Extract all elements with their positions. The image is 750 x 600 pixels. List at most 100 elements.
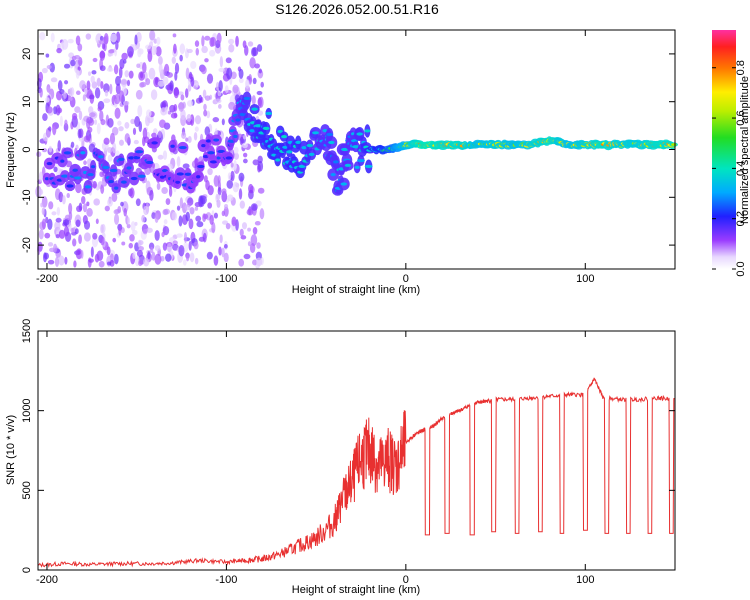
spectrogram-noise-cell [174, 62, 180, 74]
spectrogram-noise-cell [190, 76, 195, 87]
spectrogram-noise-cell [118, 224, 122, 236]
spectrogram-noise-cell [222, 220, 229, 225]
spectrogram-noise-cell [221, 118, 225, 126]
spectrogram-noise-cell [48, 145, 53, 153]
spectrogram-noise-cell [174, 71, 178, 81]
spectrogram-noise-cell [241, 222, 248, 230]
colorbar: 0.0 0.2 0.4 0.6 0.8 Normalized spectral ampl… [712, 30, 750, 277]
spectrogram-noise-cell [243, 253, 251, 260]
spectrogram-noise-cell [126, 217, 130, 225]
spectrogram-noise-cell [135, 89, 143, 100]
spectrogram-noise-cell [74, 55, 81, 60]
spectrogram-noise-cell [188, 240, 192, 251]
spectrogram-noise-cell [213, 175, 219, 187]
spectrogram-noise-cell [233, 146, 239, 154]
spectrogram-ridge-cell [306, 143, 313, 148]
spectrogram-noise-cell [185, 254, 190, 262]
snr-marks [37, 377, 675, 568]
spectrogram-ridge-cell [46, 161, 53, 166]
spectrogram-noise-cell [203, 175, 208, 183]
spectrogram-noise-cell [96, 77, 101, 87]
spectrogram-ytick-label: -20 [21, 237, 33, 253]
spectrogram-noise-cell [249, 57, 256, 69]
spectrogram-noise-cell [145, 109, 152, 118]
spectrogram-noise-cell [100, 236, 105, 246]
spectrogram-noise-cell [209, 49, 216, 57]
spectrogram-noise-cell [53, 243, 58, 253]
spectrogram-noise-cell [99, 171, 105, 178]
spectrogram-noise-cell [97, 106, 102, 112]
spectrogram-noise-cell [239, 200, 246, 209]
spectrogram-noise-cell [100, 80, 104, 89]
spectrogram-noise-cell [213, 212, 219, 219]
spectrogram-noise-cell [106, 67, 114, 72]
spectrogram-ridge-cell [84, 185, 92, 189]
spectrogram-noise-cell [158, 56, 163, 66]
spectrogram-noise-cell [128, 242, 133, 249]
spectrogram-noise-cell [183, 231, 188, 244]
spectrogram-noise-cell [181, 131, 187, 139]
spectrogram-noise-cell [133, 139, 139, 145]
spectrogram-noise-cell [211, 221, 216, 234]
spectrogram-noise-cell [81, 195, 86, 205]
snr-xtick-label: -100 [215, 574, 237, 586]
spectrogram-noise-cell [64, 256, 68, 265]
spectrogram-noise-cell [40, 202, 44, 208]
spectrogram-noise-cell [123, 207, 128, 217]
spectrogram-noise-cell [63, 226, 70, 237]
spectrogram-noise-cell [68, 202, 73, 214]
spectrogram-noise-cell [178, 244, 185, 257]
spectrogram-noise-cell [74, 106, 81, 113]
spectrogram-ridge-cell [109, 168, 118, 173]
spectrogram-noise-cell [48, 201, 54, 210]
spectrogram-noise-cell [132, 127, 137, 136]
spectrogram-ridge-cell [341, 147, 349, 152]
spectrogram-noise-cell [153, 38, 158, 44]
spectrogram-noise-cell [49, 62, 55, 73]
spectrogram-noise-cell [195, 47, 199, 56]
spectrogram-noise-cell [138, 240, 144, 246]
spectrogram-noise-cell [92, 183, 97, 189]
spectrogram-noise-cell [239, 228, 244, 237]
spectrogram-noise-cell [224, 85, 229, 94]
spectrogram-noise-cell [107, 154, 113, 162]
spectrogram-noise-cell [239, 136, 244, 146]
colorbar-ticks: 0.0 0.2 0.4 0.6 0.8 [712, 60, 747, 277]
spectrogram-noise-cell [130, 221, 136, 232]
spectrogram-noise-cell [75, 35, 81, 46]
spectrogram-noise-cell [238, 77, 244, 84]
spectrogram-noise-cell [157, 130, 162, 139]
spectrogram-noise-cell [169, 80, 174, 92]
spectrogram-noise-cell [226, 194, 234, 202]
spectrogram-noise-cell [118, 126, 124, 132]
spectrogram-noise-cell [162, 209, 169, 216]
spectrogram-noise-cell [98, 260, 105, 268]
spectrogram-noise-cell [257, 97, 262, 109]
spectrogram-ridge-cell [184, 172, 192, 176]
spectrogram-noise-cell [103, 83, 110, 93]
spectrogram-noise-cell [154, 245, 161, 252]
spectrogram-noise-cell [135, 198, 141, 207]
spectrogram-noise-cell [216, 32, 222, 45]
spectrogram-ridge-cell [301, 145, 307, 150]
spectrogram-noise-cell [55, 217, 62, 223]
spectrogram-noise-cell [238, 172, 245, 182]
spectrogram-ridge-cell [262, 126, 270, 130]
spectrogram-noise-cell [161, 231, 165, 238]
spectrogram-noise-cell [162, 150, 168, 161]
spectrogram-ridge-cell [87, 172, 94, 177]
spectrogram-noise-cell [221, 188, 227, 195]
spectrogram-noise-cell [230, 162, 234, 168]
spectrogram-noise-cell [172, 33, 177, 38]
spectrogram-noise-cell [141, 214, 146, 223]
spectrogram-noise-cell [176, 233, 183, 238]
spectrogram-ridge-cell [275, 158, 281, 162]
spectrogram-noise-cell [203, 109, 208, 117]
spectrogram-ridge-cell [205, 139, 211, 143]
spectrogram-noise-cell [86, 207, 93, 217]
spectrogram-noise-cell [238, 258, 245, 267]
spectrogram-noise-cell [216, 199, 221, 208]
spectrogram-noise-cell [245, 78, 250, 89]
spectrogram-ridge-cell [326, 132, 334, 137]
spectrogram-noise-cell [183, 242, 189, 253]
